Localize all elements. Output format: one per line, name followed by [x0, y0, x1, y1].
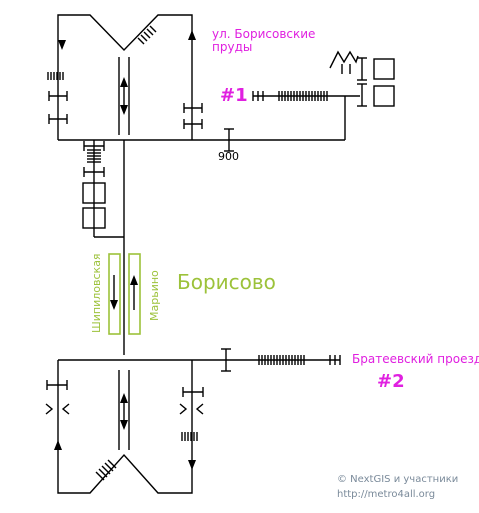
bottom-left-arrow — [54, 440, 62, 450]
corridor-turnstile-1 — [83, 141, 105, 151]
exit-1-turnstile-lower — [357, 83, 367, 107]
platform-right-track — [128, 253, 141, 335]
bottom-left-turnstile — [46, 380, 68, 390]
exit-1-door-lower — [373, 85, 395, 107]
bottom-vestibule-outline — [57, 359, 340, 494]
bottom-right-stairs-icon — [181, 432, 198, 441]
top-left-turnstile-1 — [48, 91, 68, 101]
top-right-arrow — [188, 30, 196, 40]
top-diagonal-stairs-icon — [137, 25, 157, 45]
copyright-link[interactable]: http://metro4all.org — [337, 488, 436, 500]
exit-1-door-upper — [373, 58, 395, 80]
km-marker-900 — [224, 128, 234, 152]
exit-1-turnstile-upper — [357, 57, 367, 81]
street-label-brateevsky-proezd: Братеевский проезд — [352, 352, 479, 366]
top-right-turnstile-2 — [183, 119, 203, 129]
bottom-right-turnstile — [182, 387, 204, 397]
top-left-stairs-icon — [47, 72, 64, 80]
top-left-arrow — [58, 40, 66, 50]
copyright-notice: © NextGIS и участники http://metro4all.o… — [337, 473, 458, 502]
corridor-stairs-icon — [87, 149, 101, 163]
km-marker-label: 900 — [218, 150, 239, 163]
top-central-escalator — [118, 57, 130, 135]
platform-direction-maryino: Марьино — [148, 270, 161, 321]
corridor-turnstile-2 — [83, 167, 105, 177]
corridor-door-upper — [82, 182, 106, 204]
bottom-left-gate-icon — [45, 403, 70, 415]
platform-direction-shipilovskaya: Шипиловская — [90, 253, 103, 333]
top-vestibule-outline — [57, 14, 345, 141]
bottom-diagonal-stairs-icon — [95, 459, 117, 481]
exit-1-elevator-icon — [329, 50, 359, 74]
copyright-line: © NextGIS и участники — [337, 474, 459, 485]
top-right-turnstile-1 — [183, 103, 203, 113]
exit-number-1: #1 — [220, 85, 248, 106]
street-label-borisovskie-prudy: ул. Борисовские пруды — [212, 27, 316, 55]
bottom-right-gate-icon — [179, 403, 204, 415]
exit-number-2: #2 — [377, 371, 405, 392]
platform-left-track — [108, 253, 121, 335]
exit-2-turnstile — [221, 348, 231, 372]
bottom-central-escalator — [118, 370, 130, 450]
corridor-door-lower — [82, 207, 106, 229]
station-name: Борисово — [177, 270, 276, 294]
top-left-turnstile-2 — [48, 114, 68, 124]
exit-2-end-marker — [329, 355, 341, 365]
bottom-right-arrow — [188, 460, 196, 470]
exit-2-stairs-icon — [258, 355, 305, 365]
exit-1-stairs-icon — [278, 91, 328, 101]
